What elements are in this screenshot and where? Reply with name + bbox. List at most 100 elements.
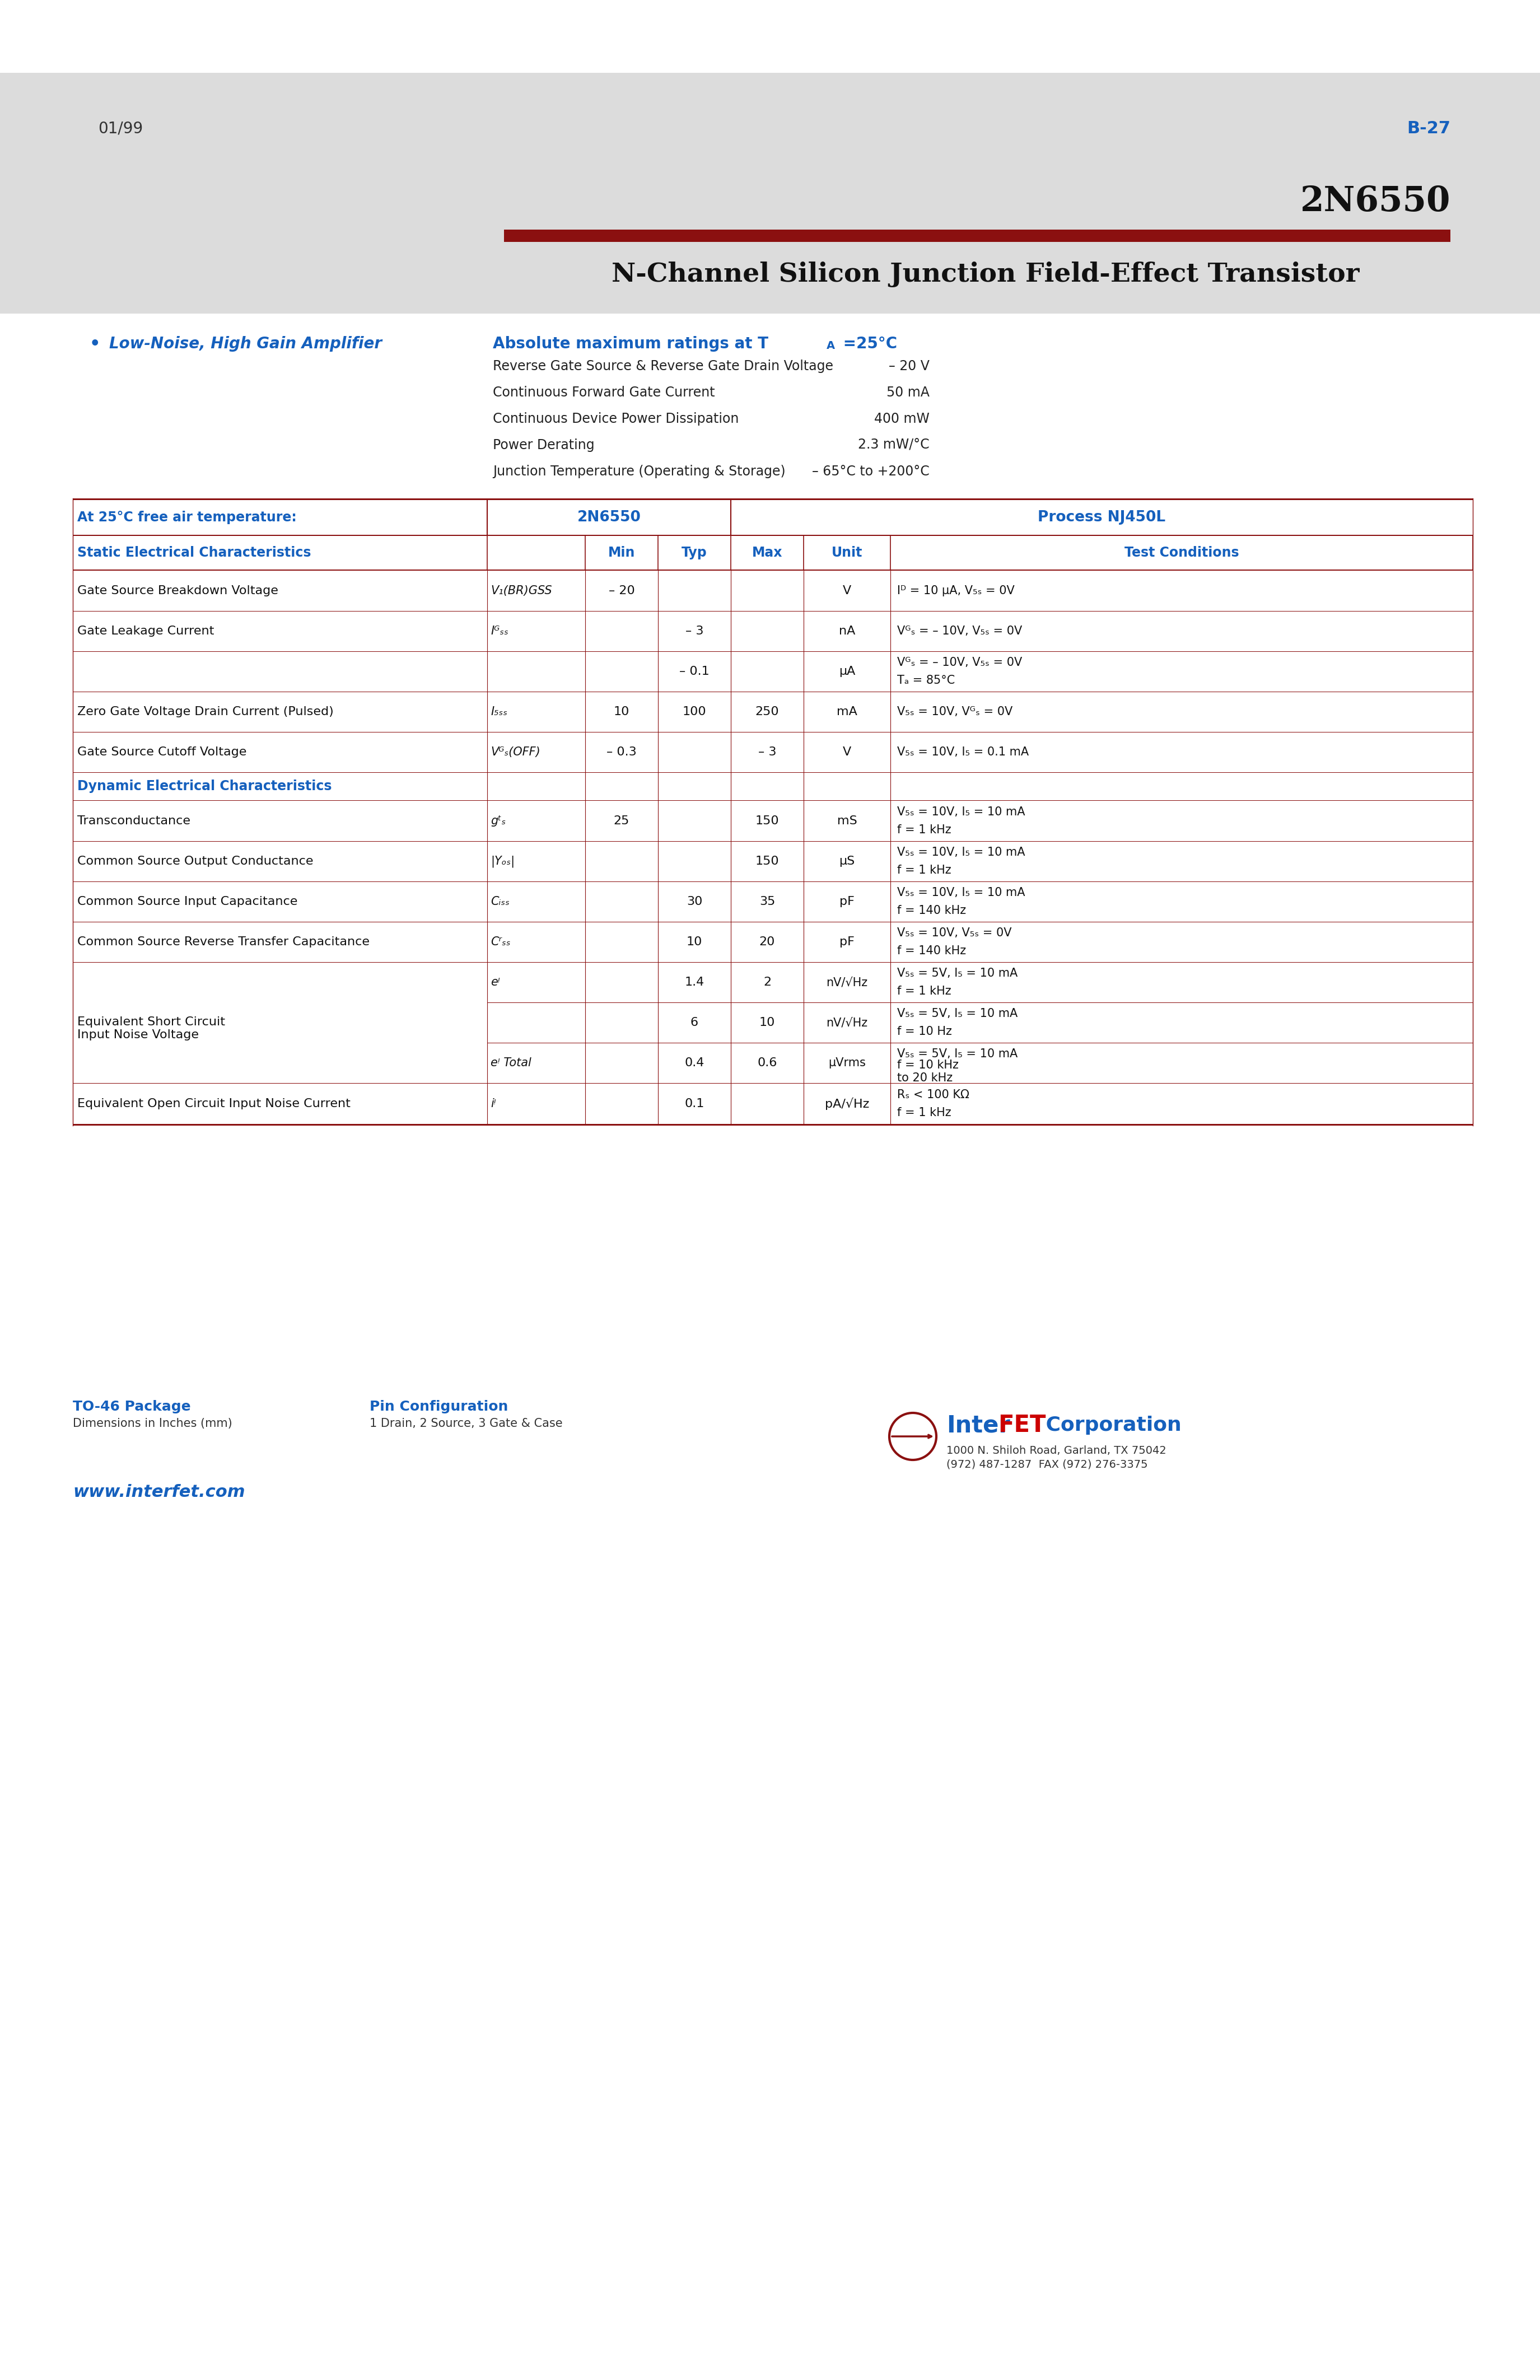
Text: 6: 6 bbox=[690, 1016, 698, 1028]
Text: nA: nA bbox=[839, 626, 855, 638]
Text: Iᴰ = 10 μA, V₅ₛ = 0V: Iᴰ = 10 μA, V₅ₛ = 0V bbox=[898, 585, 1015, 597]
Text: V₅ₛ = 10V, I₅ = 0.1 mA: V₅ₛ = 10V, I₅ = 0.1 mA bbox=[898, 747, 1029, 757]
Text: V₁(BR)GSS: V₁(BR)GSS bbox=[491, 585, 551, 597]
Bar bbox=[72, 536, 1472, 569]
Text: Common Source Input Capacitance: Common Source Input Capacitance bbox=[77, 895, 297, 907]
Text: At 25°C free air temperature:: At 25°C free air temperature: bbox=[77, 512, 297, 524]
Text: eᵎ Total: eᵎ Total bbox=[491, 1057, 531, 1069]
Text: f = 1 kHz: f = 1 kHz bbox=[898, 985, 952, 997]
Text: Transconductance: Transconductance bbox=[77, 816, 191, 826]
Text: N-Channel Silicon Junction Field-Effect Transistor: N-Channel Silicon Junction Field-Effect … bbox=[611, 262, 1360, 288]
Text: Gate Source Cutoff Voltage: Gate Source Cutoff Voltage bbox=[77, 747, 246, 757]
Text: – 20: – 20 bbox=[608, 585, 634, 597]
Text: 01/99: 01/99 bbox=[99, 121, 143, 136]
Text: Dynamic Electrical Characteristics: Dynamic Electrical Characteristics bbox=[77, 781, 331, 793]
Text: mS: mS bbox=[836, 816, 856, 826]
Text: Vᴳₛ = – 10V, V₅ₛ = 0V: Vᴳₛ = – 10V, V₅ₛ = 0V bbox=[898, 626, 1023, 638]
Text: I₅ₛₛ: I₅ₛₛ bbox=[491, 707, 507, 716]
Text: 1.4: 1.4 bbox=[684, 976, 704, 988]
Text: Vᴳₛ = – 10V, V₅ₛ = 0V: Vᴳₛ = – 10V, V₅ₛ = 0V bbox=[898, 657, 1023, 669]
Bar bbox=[72, 1083, 1472, 1123]
Text: Pin Configuration: Pin Configuration bbox=[370, 1399, 508, 1414]
Bar bbox=[72, 921, 1472, 962]
Text: – 65°C to +200°C: – 65°C to +200°C bbox=[812, 464, 930, 478]
Bar bbox=[72, 771, 1472, 800]
Text: Max: Max bbox=[752, 545, 782, 559]
Text: 30: 30 bbox=[687, 895, 702, 907]
Bar bbox=[72, 612, 1472, 652]
Text: 50 mA: 50 mA bbox=[887, 386, 930, 400]
Text: 0.1: 0.1 bbox=[684, 1097, 704, 1109]
Text: Absolute maximum ratings at T: Absolute maximum ratings at T bbox=[493, 336, 768, 352]
Bar bbox=[72, 800, 1472, 840]
Text: – 0.1: – 0.1 bbox=[679, 666, 710, 676]
Text: 150: 150 bbox=[755, 816, 779, 826]
Text: www.interfet.com: www.interfet.com bbox=[72, 1485, 245, 1499]
Text: Reverse Gate Source & Reverse Gate Drain Voltage: Reverse Gate Source & Reverse Gate Drain… bbox=[493, 359, 833, 374]
Text: f = 140 kHz: f = 140 kHz bbox=[898, 945, 966, 957]
Text: eᵎ: eᵎ bbox=[491, 976, 501, 988]
Bar bbox=[72, 962, 1472, 1083]
Bar bbox=[72, 652, 1472, 693]
Text: 0.6: 0.6 bbox=[758, 1057, 778, 1069]
Text: nV/√Hz: nV/√Hz bbox=[827, 1016, 867, 1028]
Text: iᵎ: iᵎ bbox=[491, 1097, 496, 1109]
Text: Common Source Reverse Transfer Capacitance: Common Source Reverse Transfer Capacitan… bbox=[77, 935, 370, 947]
Text: nV/√Hz: nV/√Hz bbox=[827, 976, 867, 988]
Text: – 3: – 3 bbox=[758, 747, 776, 757]
Text: f = 1 kHz: f = 1 kHz bbox=[898, 864, 952, 876]
Text: pA/√Hz: pA/√Hz bbox=[825, 1097, 869, 1109]
Text: – 0.3: – 0.3 bbox=[607, 747, 636, 757]
Text: Dimensions in Inches (mm): Dimensions in Inches (mm) bbox=[72, 1418, 233, 1428]
Text: A: A bbox=[827, 340, 835, 352]
Text: f = 140 kHz: f = 140 kHz bbox=[898, 904, 966, 916]
Text: TO-46 Package: TO-46 Package bbox=[72, 1399, 191, 1414]
Bar bbox=[72, 840, 1472, 881]
Text: Low-Noise, High Gain Amplifier: Low-Noise, High Gain Amplifier bbox=[109, 336, 382, 352]
Text: 1000 N. Shiloh Road, Garland, TX 75042: 1000 N. Shiloh Road, Garland, TX 75042 bbox=[947, 1445, 1166, 1457]
Text: mA: mA bbox=[836, 707, 858, 716]
Text: Equivalent Short Circuit
Input Noise Voltage: Equivalent Short Circuit Input Noise Vol… bbox=[77, 1016, 225, 1040]
Bar bbox=[72, 571, 1472, 612]
Bar bbox=[72, 500, 1472, 536]
Text: Gate Leakage Current: Gate Leakage Current bbox=[77, 626, 214, 638]
Text: V₅ₛ = 10V, I₅ = 10 mA: V₅ₛ = 10V, I₅ = 10 mA bbox=[898, 807, 1026, 819]
Text: pF: pF bbox=[839, 935, 855, 947]
Text: Cᵢₛₛ: Cᵢₛₛ bbox=[491, 895, 510, 907]
Text: Junction Temperature (Operating & Storage): Junction Temperature (Operating & Storag… bbox=[493, 464, 785, 478]
Text: Rₛ < 100 KΩ: Rₛ < 100 KΩ bbox=[898, 1090, 969, 1100]
Text: 20: 20 bbox=[759, 935, 775, 947]
Text: 2N6550: 2N6550 bbox=[578, 509, 641, 524]
Text: Corporation: Corporation bbox=[1040, 1416, 1181, 1435]
Text: V₅ₛ = 10V, V₅ₛ = 0V: V₅ₛ = 10V, V₅ₛ = 0V bbox=[898, 928, 1012, 938]
Text: B-27: B-27 bbox=[1406, 121, 1451, 138]
Text: Vᴳₛ(OFF): Vᴳₛ(OFF) bbox=[491, 747, 541, 757]
Text: •: • bbox=[89, 336, 100, 352]
Text: – 3: – 3 bbox=[685, 626, 704, 638]
Text: |Yₒₛ|: |Yₒₛ| bbox=[491, 854, 514, 866]
Text: (972) 487-1287  FAX (972) 276-3375: (972) 487-1287 FAX (972) 276-3375 bbox=[947, 1459, 1147, 1471]
Text: f = 10 kHz
to 20 kHz: f = 10 kHz to 20 kHz bbox=[898, 1059, 958, 1083]
Text: Power Derating: Power Derating bbox=[493, 438, 594, 452]
Text: 150: 150 bbox=[755, 857, 779, 866]
Text: 400 mW: 400 mW bbox=[875, 412, 930, 426]
Text: Unit: Unit bbox=[832, 545, 862, 559]
Text: Cʳₛₛ: Cʳₛₛ bbox=[491, 935, 510, 947]
Text: μS: μS bbox=[839, 857, 855, 866]
Text: Static Electrical Characteristics: Static Electrical Characteristics bbox=[77, 545, 311, 559]
Text: V: V bbox=[842, 585, 852, 597]
Text: 35: 35 bbox=[759, 895, 775, 907]
Text: Common Source Output Conductance: Common Source Output Conductance bbox=[77, 857, 313, 866]
Text: Min: Min bbox=[608, 545, 634, 559]
Text: V₅ₛ = 5V, I₅ = 10 mA: V₅ₛ = 5V, I₅ = 10 mA bbox=[898, 969, 1018, 978]
Text: 250: 250 bbox=[755, 707, 779, 716]
Text: 1 Drain, 2 Source, 3 Gate & Case: 1 Drain, 2 Source, 3 Gate & Case bbox=[370, 1418, 562, 1428]
Text: 100: 100 bbox=[682, 707, 707, 716]
Text: 10: 10 bbox=[687, 935, 702, 947]
Text: Test Conditions: Test Conditions bbox=[1124, 545, 1238, 559]
Text: Zero Gate Voltage Drain Current (Pulsed): Zero Gate Voltage Drain Current (Pulsed) bbox=[77, 707, 334, 716]
Bar bbox=[72, 733, 1472, 771]
Text: Gate Source Breakdown Voltage: Gate Source Breakdown Voltage bbox=[77, 585, 279, 597]
Text: gᵗₛ: gᵗₛ bbox=[491, 816, 505, 826]
Text: Tₐ = 85°C: Tₐ = 85°C bbox=[898, 674, 955, 685]
